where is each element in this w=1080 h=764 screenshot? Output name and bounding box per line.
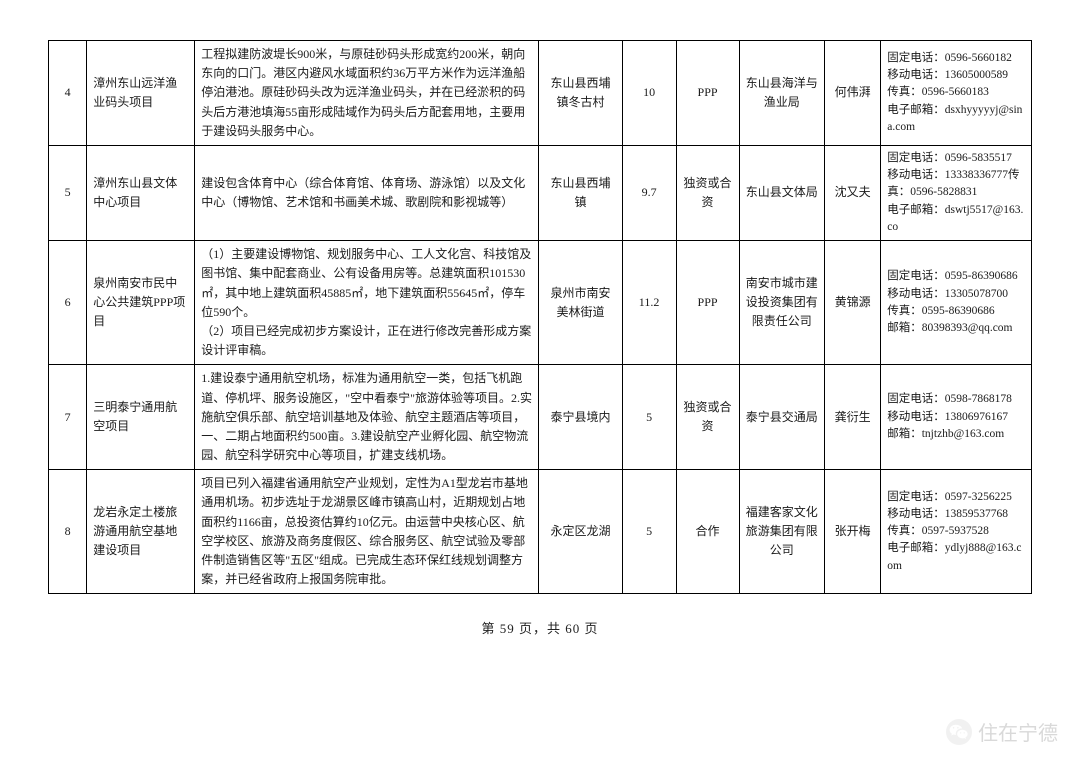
cell-name: 漳州东山县文体中心项目 xyxy=(87,145,195,240)
cell-desc: 工程拟建防波堤长900米，与原硅砂码头形成宽约200米，朝向东向的口门。港区内避… xyxy=(195,41,539,146)
cell-contact: 固定电话：0597-3256225移动电话：13859537768传真：0597… xyxy=(881,470,1032,594)
cell-mode: PPP xyxy=(676,41,739,146)
cell-org: 泰宁县交通局 xyxy=(739,365,824,470)
cell-name: 泉州南安市民中心公共建筑PPP项目 xyxy=(87,241,195,365)
cell-desc: 建设包含体育中心（综合体育馆、体育场、游泳馆）以及文化中心（博物馆、艺术馆和书画… xyxy=(195,145,539,240)
cell-org: 福建客家文化旅游集团有限公司 xyxy=(739,470,824,594)
cell-inv: 5 xyxy=(622,470,676,594)
cell-org: 南安市城市建设投资集团有限责任公司 xyxy=(739,241,824,365)
cell-num: 4 xyxy=(49,41,87,146)
cell-name: 龙岩永定土楼旅游通用航空基地建设项目 xyxy=(87,470,195,594)
cell-name: 漳州东山远洋渔业码头项目 xyxy=(87,41,195,146)
cell-inv: 9.7 xyxy=(622,145,676,240)
table-row: 5漳州东山县文体中心项目建设包含体育中心（综合体育馆、体育场、游泳馆）以及文化中… xyxy=(49,145,1032,240)
cell-desc: （1）主要建设博物馆、规划服务中心、工人文化宫、科技馆及图书馆、集中配套商业、公… xyxy=(195,241,539,365)
page-footer: 第 59 页，共 60 页 xyxy=(48,618,1032,637)
cell-mode: 合作 xyxy=(676,470,739,594)
cell-num: 6 xyxy=(49,241,87,365)
cell-person: 张开梅 xyxy=(825,470,881,594)
watermark: 住在宁德 xyxy=(946,717,1058,746)
cell-contact: 固定电话：0596-5660182移动电话：13605000589传真：0596… xyxy=(881,41,1032,146)
cell-person: 龚衍生 xyxy=(825,365,881,470)
table-row: 4漳州东山远洋渔业码头项目工程拟建防波堤长900米，与原硅砂码头形成宽约200米… xyxy=(49,41,1032,146)
cell-num: 7 xyxy=(49,365,87,470)
cell-contact: 固定电话：0596-5835517移动电话：13338336777传真：0596… xyxy=(881,145,1032,240)
cell-person: 沈又夫 xyxy=(825,145,881,240)
cell-num: 8 xyxy=(49,470,87,594)
cell-person: 何伟湃 xyxy=(825,41,881,146)
cell-org: 东山县海洋与渔业局 xyxy=(739,41,824,146)
watermark-text: 住在宁德 xyxy=(978,717,1058,746)
table-row: 8龙岩永定土楼旅游通用航空基地建设项目项目已列入福建省通用航空产业规划，定性为A… xyxy=(49,470,1032,594)
cell-mode: 独资或合资 xyxy=(676,365,739,470)
cell-inv: 5 xyxy=(622,365,676,470)
table-body: 4漳州东山远洋渔业码头项目工程拟建防波堤长900米，与原硅砂码头形成宽约200米… xyxy=(49,41,1032,594)
cell-loc: 永定区龙湖 xyxy=(539,470,622,594)
cell-contact: 固定电话：0598-7868178移动电话：13806976167邮箱：tnjt… xyxy=(881,365,1032,470)
table-row: 6泉州南安市民中心公共建筑PPP项目（1）主要建设博物馆、规划服务中心、工人文化… xyxy=(49,241,1032,365)
cell-desc: 1.建设泰宁通用航空机场，标准为通用航空一类，包括飞机跑道、停机坪、服务设施区，… xyxy=(195,365,539,470)
cell-loc: 泰宁县境内 xyxy=(539,365,622,470)
cell-loc: 东山县西埔镇冬古村 xyxy=(539,41,622,146)
document-page: 4漳州东山远洋渔业码头项目工程拟建防波堤长900米，与原硅砂码头形成宽约200米… xyxy=(0,0,1080,657)
cell-inv: 10 xyxy=(622,41,676,146)
cell-contact: 固定电话：0595-86390686移动电话：13305078700传真：059… xyxy=(881,241,1032,365)
cell-inv: 11.2 xyxy=(622,241,676,365)
cell-loc: 泉州市南安美林街道 xyxy=(539,241,622,365)
table-row: 7三明泰宁通用航空项目1.建设泰宁通用航空机场，标准为通用航空一类，包括飞机跑道… xyxy=(49,365,1032,470)
wechat-icon xyxy=(946,719,972,745)
cell-mode: 独资或合资 xyxy=(676,145,739,240)
cell-num: 5 xyxy=(49,145,87,240)
cell-loc: 东山县西埔镇 xyxy=(539,145,622,240)
cell-name: 三明泰宁通用航空项目 xyxy=(87,365,195,470)
project-table: 4漳州东山远洋渔业码头项目工程拟建防波堤长900米，与原硅砂码头形成宽约200米… xyxy=(48,40,1032,594)
cell-org: 东山县文体局 xyxy=(739,145,824,240)
cell-desc: 项目已列入福建省通用航空产业规划，定性为A1型龙岩市基地通用机场。初步选址于龙湖… xyxy=(195,470,539,594)
cell-person: 黄锦源 xyxy=(825,241,881,365)
cell-mode: PPP xyxy=(676,241,739,365)
